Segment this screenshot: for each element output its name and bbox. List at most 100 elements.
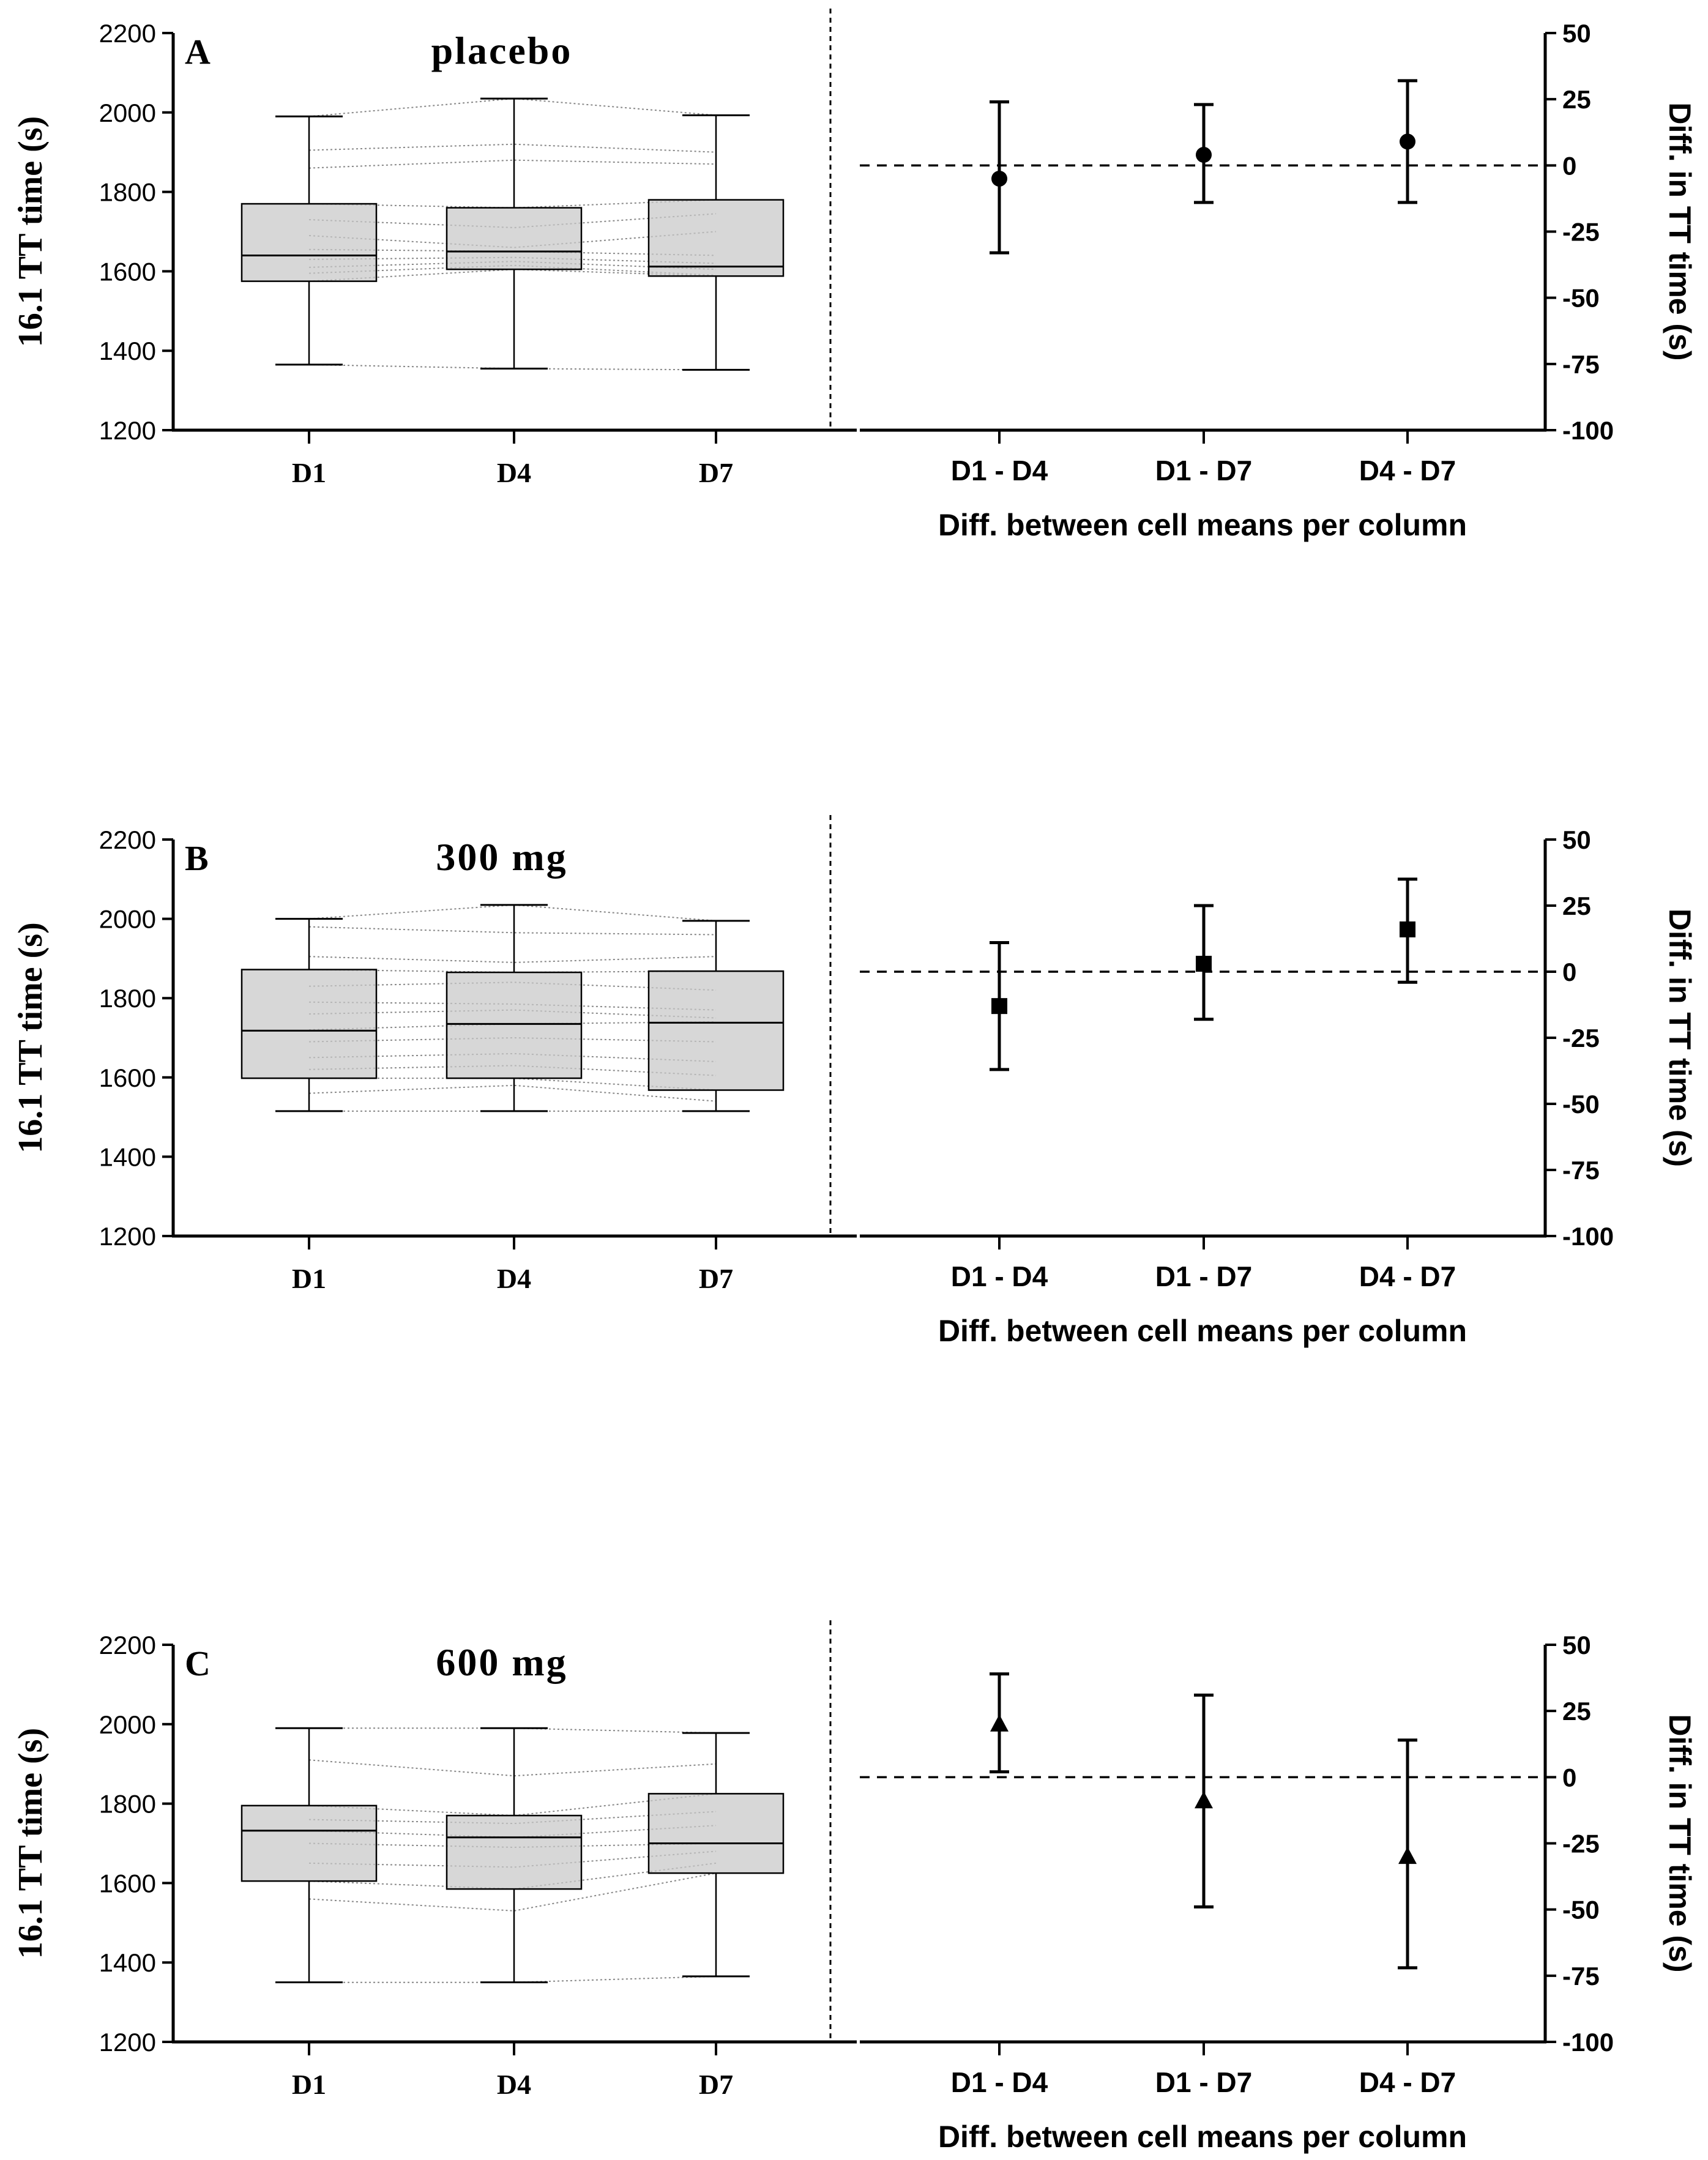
x-tick-label: D1 - D4 [951, 455, 1048, 486]
box-d4 [446, 1814, 583, 1890]
y-tick-label: 1400 [99, 1948, 156, 1977]
y-tick-label: 1800 [99, 178, 156, 207]
y-tick-label: 1600 [99, 1063, 156, 1092]
x-tick-label: D1 [292, 457, 326, 488]
mean-diff-marker [1196, 956, 1212, 972]
panel-title: 300 mg [436, 835, 567, 879]
mean-diff-marker [1195, 1791, 1213, 1809]
panel-b: 1200 1400 1600 1800 2000 2200 D1 D4 D7 16.1 TT ti… [12, 815, 1697, 1348]
box-d1 [241, 969, 378, 1079]
panel-c: 1200 1400 1600 1800 2000 2200 D1 D4 D7 16.1 TT ti… [12, 1620, 1697, 2154]
mean-diff-marker [991, 998, 1007, 1015]
x-tick-label: D4 - D7 [1359, 1261, 1456, 1292]
y-tick-label: 25 [1562, 1697, 1591, 1726]
mean-diff-marker [1400, 133, 1415, 150]
y-tick-label: 1200 [99, 1222, 156, 1251]
y-tick-label: -25 [1562, 1830, 1600, 1858]
subject-line [308, 159, 717, 169]
left-y-axis-label: 16.1 TT time (s) [12, 922, 50, 1153]
y-tick-label: 1400 [99, 337, 156, 365]
box-d1 [241, 1804, 378, 1882]
mean-diff-marker [990, 1714, 1009, 1732]
y-tick-label: 50 [1562, 825, 1591, 854]
subject-line [308, 904, 717, 922]
box-d4 [446, 207, 583, 270]
y-tick-label: -50 [1562, 1090, 1600, 1119]
y-tick-label: 0 [1562, 958, 1576, 986]
x-tick-label: D7 [699, 2069, 733, 2100]
x-tick-label: D1 [292, 1263, 326, 1294]
left-y-axis-label: 16.1 TT time (s) [12, 1728, 50, 1959]
x-tick-label: D1 - D4 [951, 2066, 1048, 2098]
subject-line [308, 956, 717, 963]
right-y-axis-label: Diff. in TT time (s) [1663, 909, 1697, 1167]
y-tick-label: 25 [1562, 85, 1591, 114]
x-tick-label: D4 - D7 [1359, 2066, 1456, 2098]
panel-title: 600 mg [436, 1640, 567, 1684]
box-d1 [241, 203, 378, 282]
y-tick-label: 2000 [99, 99, 156, 127]
y-tick-label: 1200 [99, 416, 156, 445]
subject-line [308, 143, 717, 153]
panel-letter: A [185, 32, 211, 72]
panel-letter: B [185, 838, 209, 878]
y-tick-label: 1400 [99, 1142, 156, 1171]
y-tick-label: 0 [1562, 151, 1576, 180]
y-tick-label: -25 [1562, 1024, 1600, 1052]
y-tick-label: 1600 [99, 257, 156, 286]
subject-line [308, 926, 717, 936]
subject-line [308, 98, 717, 117]
y-tick-label: -25 [1562, 218, 1600, 247]
y-tick-label: -75 [1562, 1962, 1600, 1991]
right-y-axis-label: Diff. in TT time (s) [1663, 102, 1697, 360]
y-tick-label: -50 [1562, 284, 1600, 313]
x-tick-label: D4 [497, 457, 531, 488]
y-tick-label: 2000 [99, 905, 156, 934]
y-tick-label: -75 [1562, 350, 1600, 379]
right-x-axis-label: Diff. between cell means per column [938, 508, 1467, 542]
y-tick-label: 50 [1562, 19, 1591, 48]
right-x-axis-label: Diff. between cell means per column [938, 2120, 1467, 2154]
x-tick-label: D1 - D7 [1155, 455, 1252, 486]
x-tick-label: D1 - D7 [1155, 2066, 1252, 2098]
y-tick-label: 1600 [99, 1869, 156, 1897]
box-d4 [446, 971, 583, 1079]
subject-line [308, 1759, 717, 1777]
box-d7 [647, 199, 785, 277]
left-y-axis-label: 16.1 TT time (s) [12, 116, 50, 347]
panel-title: placebo [431, 29, 573, 72]
y-tick-label: -75 [1562, 1156, 1600, 1185]
right-x-axis-label: Diff. between cell means per column [938, 1314, 1467, 1348]
y-tick-label: 25 [1562, 892, 1591, 920]
box-d7 [647, 1793, 785, 1874]
box-d7 [647, 970, 785, 1091]
x-tick-label: D4 - D7 [1359, 455, 1456, 486]
x-tick-label: D1 [292, 2069, 326, 2100]
y-tick-label: 2200 [99, 1631, 156, 1659]
panel-a: 1200 1400 1600 1800 2000 2200 D1 D4 D7 16.1 TT ti… [12, 9, 1697, 542]
mean-diff-marker [1398, 1847, 1417, 1864]
x-tick-label: D7 [699, 457, 733, 488]
x-tick-label: D1 - D4 [951, 1261, 1048, 1292]
x-tick-label: D1 - D7 [1155, 1261, 1252, 1292]
y-tick-label: 50 [1562, 1631, 1591, 1659]
subject-line [308, 1084, 717, 1102]
subject-line [308, 363, 717, 371]
y-tick-label: 1200 [99, 2028, 156, 2057]
y-tick-label: 1800 [99, 984, 156, 1013]
y-tick-label: 2200 [99, 19, 156, 48]
y-tick-label: 2000 [99, 1710, 156, 1739]
mean-diff-marker [991, 170, 1007, 187]
y-tick-label: 2200 [99, 825, 156, 854]
y-tick-label: 0 [1562, 1763, 1576, 1792]
y-tick-label: -50 [1562, 1896, 1600, 1924]
subject-line [309, 1975, 717, 1983]
panel-letter: C [185, 1644, 211, 1683]
y-tick-label: -100 [1562, 416, 1614, 445]
x-tick-label: D4 [497, 1263, 531, 1294]
right-y-axis-label: Diff. in TT time (s) [1663, 1714, 1697, 1972]
x-tick-label: D4 [497, 2069, 531, 2100]
x-tick-label: D7 [699, 1263, 733, 1294]
mean-diff-marker [1400, 921, 1415, 937]
